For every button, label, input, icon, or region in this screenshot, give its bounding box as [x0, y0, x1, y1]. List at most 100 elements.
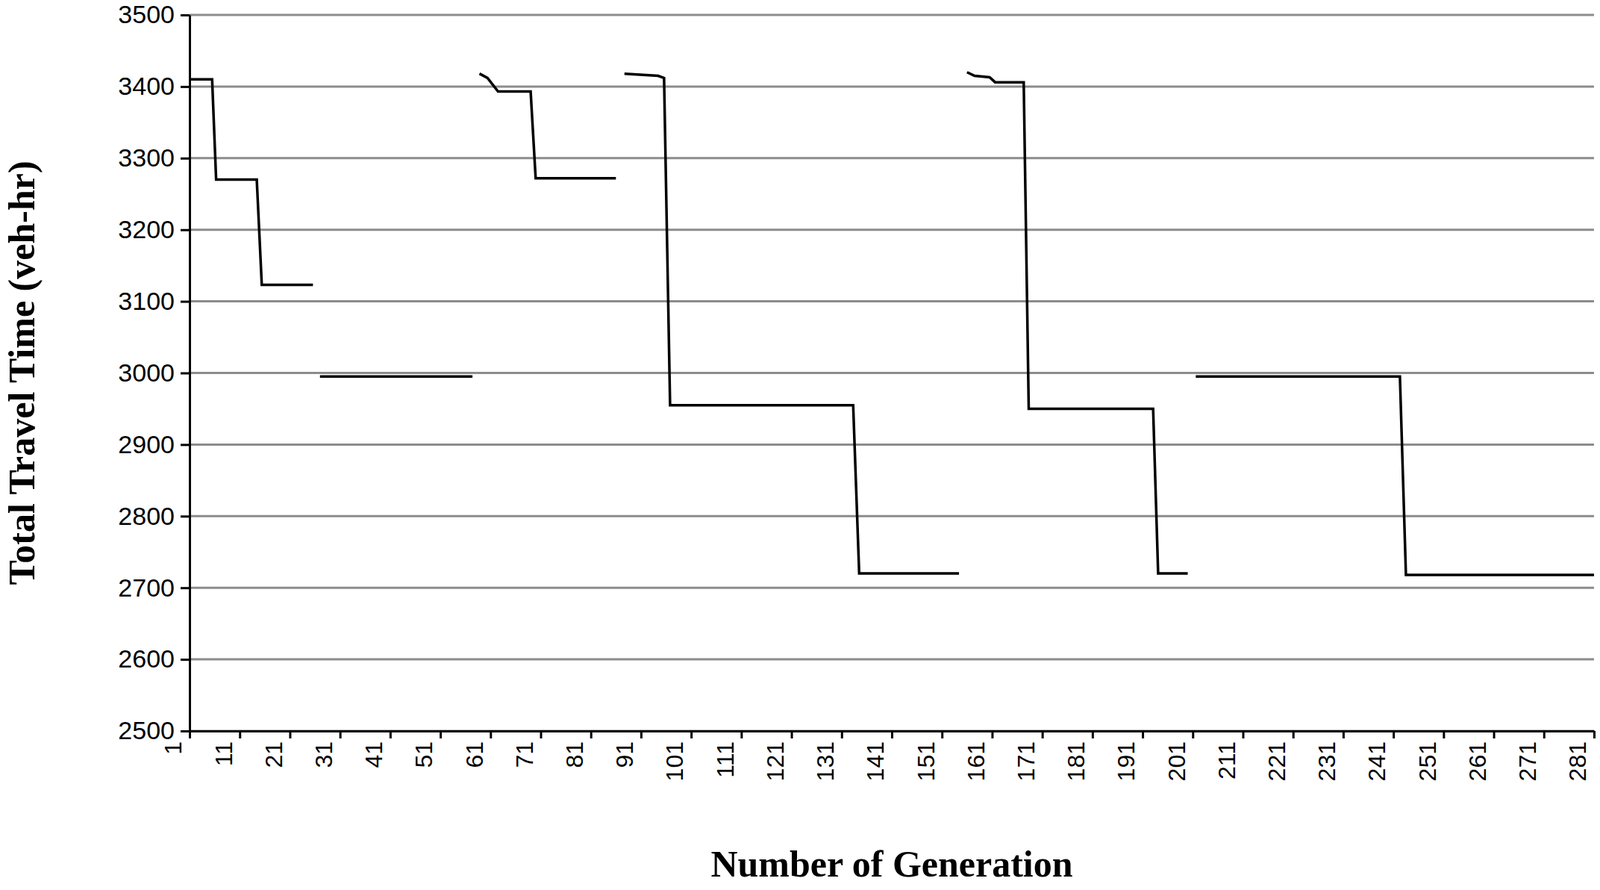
x-tick: 141 [861, 730, 892, 781]
x-tick-mark [238, 730, 242, 739]
x-tick: 221 [1263, 730, 1294, 781]
x-tick-label: 11 [210, 741, 238, 766]
y-tick: 3500 [117, 0, 190, 29]
y-tick-label: 3100 [117, 286, 175, 315]
x-tick: 71 [511, 730, 542, 768]
x-tick-mark [489, 730, 492, 739]
x-tick-mark [1091, 730, 1095, 739]
x-tick: 101 [661, 730, 692, 781]
grid [189, 14, 1595, 731]
y-tick: 2600 [117, 644, 190, 673]
x-tick-mark [389, 730, 392, 739]
x-tick-mark [1493, 730, 1496, 739]
y-tick: 2800 [117, 501, 190, 530]
y-tick: 3200 [117, 214, 190, 244]
x-tick-label: 201 [1163, 741, 1191, 781]
y-tick-label: 3300 [117, 143, 175, 172]
x-tick-label: 191 [1112, 741, 1140, 781]
x-tick: 91 [611, 730, 642, 768]
x-tick: 191 [1112, 730, 1143, 781]
grid-line [189, 443, 1595, 446]
grid-line [189, 228, 1595, 231]
y-tick: 2700 [117, 573, 190, 602]
y-tick-mark [180, 300, 190, 303]
x-axis: 1112131415161718191101111121131141151161… [159, 730, 1595, 781]
x-tick-mark [439, 730, 442, 739]
x-tick-mark [1392, 730, 1395, 739]
x-tick-label: 211 [1213, 741, 1241, 780]
x-tick-mark [1292, 730, 1295, 739]
series-line [189, 72, 1595, 575]
y-tick-mark [180, 443, 190, 446]
x-tick-label: 1 [159, 741, 187, 755]
x-tick: 151 [912, 730, 943, 781]
y-tick-label: 2500 [117, 715, 175, 745]
chart: 2500260027002800290030003100320033003400… [0, 0, 1600, 890]
grid-line [189, 586, 1595, 589]
grid-line [189, 14, 1595, 17]
x-tick-label: 31 [310, 741, 338, 768]
x-tick-label: 61 [461, 741, 489, 768]
x-tick: 251 [1414, 730, 1445, 781]
x-tick-label: 81 [561, 741, 589, 768]
x-tick: 231 [1313, 730, 1344, 781]
x-tick-mark [339, 730, 342, 739]
x-tick: 201 [1163, 730, 1194, 781]
y-tick-label: 3200 [117, 214, 175, 244]
x-axis-title: Number of Generation [710, 842, 1073, 885]
y-tick: 3000 [117, 358, 190, 387]
x-tick-mark [941, 730, 944, 739]
x-tick-mark [991, 730, 994, 739]
y-tick-mark [180, 586, 190, 589]
y-tick: 3300 [117, 143, 190, 172]
x-tick-label: 231 [1313, 741, 1341, 781]
x-tick-mark [590, 730, 593, 739]
x-tick-mark [1543, 730, 1546, 739]
x-tick-mark [1342, 730, 1345, 739]
x-tick-label: 271 [1514, 741, 1542, 781]
x-tick-label: 91 [611, 741, 639, 768]
x-tick-label: 131 [811, 741, 839, 781]
grid-line [189, 371, 1595, 374]
x-tick-label: 241 [1363, 741, 1391, 781]
grid-line [189, 156, 1595, 159]
y-tick-mark [180, 372, 190, 375]
x-tick-label: 21 [260, 741, 288, 768]
y-tick-mark [180, 229, 190, 232]
x-tick-mark [540, 730, 543, 739]
x-tick-label: 251 [1414, 741, 1442, 781]
x-tick: 81 [561, 730, 592, 768]
x-tick-mark [288, 730, 292, 739]
x-tick-mark [640, 730, 643, 739]
y-axis: 2500260027002800290030003100320033003400… [117, 0, 190, 745]
x-tick: 211 [1213, 730, 1244, 780]
x-tick-label: 281 [1564, 741, 1592, 781]
x-tick: 1 [159, 730, 190, 755]
y-tick-mark [180, 14, 190, 17]
x-tick-mark [791, 730, 794, 739]
x-tick-mark [1041, 730, 1045, 739]
x-tick-label: 111 [711, 741, 739, 778]
grid-line [189, 658, 1595, 661]
y-tick: 2500 [117, 715, 190, 745]
x-tick-mark [1191, 730, 1195, 739]
y-tick-mark [180, 85, 190, 89]
x-tick: 161 [962, 730, 993, 781]
y-tick-label: 2900 [117, 429, 175, 459]
y-tick-mark [180, 514, 190, 518]
x-tick: 261 [1464, 730, 1495, 781]
x-tick-mark [841, 730, 844, 739]
x-tick: 31 [310, 730, 341, 768]
series-group [189, 72, 1595, 575]
plot: 2500260027002800290030003100320033003400… [117, 0, 1595, 781]
x-tick: 241 [1363, 730, 1394, 781]
x-tick-label: 41 [360, 741, 388, 768]
y-tick-label: 3000 [117, 358, 175, 387]
x-tick: 111 [711, 730, 742, 778]
x-tick-label: 161 [962, 741, 990, 781]
y-tick-label: 2800 [117, 501, 175, 530]
x-tick-mark [1242, 730, 1245, 739]
y-tick-label: 3500 [117, 0, 175, 29]
grid-line [189, 85, 1595, 88]
x-tick: 281 [1564, 730, 1595, 781]
